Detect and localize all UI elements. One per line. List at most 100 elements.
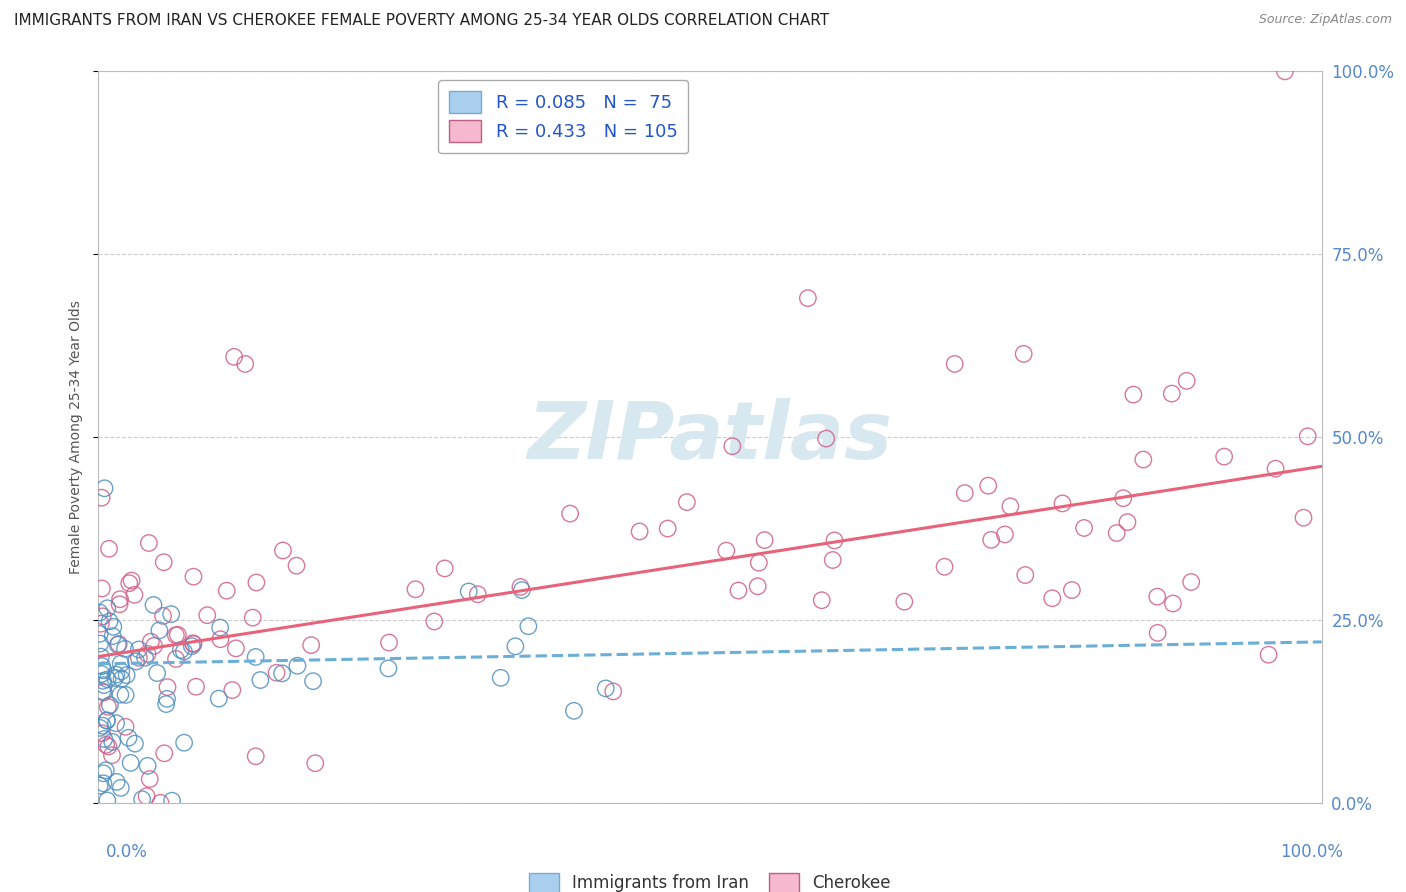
- Point: [249, 673, 271, 687]
- Point: [142, 598, 165, 612]
- Point: [107, 638, 129, 652]
- Point: [602, 684, 624, 698]
- Point: [517, 619, 540, 633]
- Point: [98, 615, 121, 629]
- Point: [304, 756, 326, 771]
- Point: [1257, 648, 1279, 662]
- Point: [183, 637, 205, 651]
- Point: [266, 665, 288, 680]
- Text: Source: ZipAtlas.com: Source: ZipAtlas.com: [1258, 13, 1392, 27]
- Point: [404, 582, 426, 597]
- Point: [209, 621, 232, 635]
- Point: [166, 628, 188, 642]
- Point: [90, 649, 112, 664]
- Point: [754, 533, 776, 547]
- Point: [124, 737, 146, 751]
- Point: [160, 794, 183, 808]
- Point: [1274, 64, 1296, 78]
- Point: [97, 699, 120, 714]
- Point: [225, 641, 247, 656]
- Point: [215, 583, 238, 598]
- Text: ZIPatlas: ZIPatlas: [527, 398, 893, 476]
- Point: [110, 780, 132, 795]
- Point: [115, 668, 138, 682]
- Point: [821, 553, 844, 567]
- Point: [748, 556, 770, 570]
- Point: [209, 632, 232, 647]
- Text: 0.0%: 0.0%: [105, 843, 148, 861]
- Point: [118, 576, 141, 591]
- Point: [149, 796, 172, 810]
- Point: [170, 643, 193, 657]
- Point: [91, 659, 114, 673]
- Point: [457, 584, 479, 599]
- Y-axis label: Female Poverty Among 25-34 Year Olds: Female Poverty Among 25-34 Year Olds: [69, 300, 83, 574]
- Point: [101, 629, 124, 643]
- Point: [1014, 568, 1036, 582]
- Point: [595, 681, 617, 696]
- Point: [128, 642, 150, 657]
- Point: [96, 793, 118, 807]
- Point: [93, 481, 115, 495]
- Point: [980, 533, 1002, 547]
- Point: [1296, 429, 1319, 443]
- Point: [97, 739, 120, 754]
- Point: [146, 666, 169, 681]
- Point: [893, 595, 915, 609]
- Point: [148, 624, 170, 638]
- Point: [1160, 386, 1182, 401]
- Point: [131, 792, 153, 806]
- Point: [562, 704, 585, 718]
- Point: [208, 691, 231, 706]
- Point: [433, 561, 456, 575]
- Point: [156, 691, 179, 706]
- Point: [152, 608, 174, 623]
- Point: [1146, 626, 1168, 640]
- Point: [1292, 510, 1315, 524]
- Point: [90, 616, 112, 631]
- Point: [245, 649, 267, 664]
- Point: [93, 663, 115, 677]
- Point: [676, 495, 699, 509]
- Point: [105, 775, 128, 789]
- Text: 100.0%: 100.0%: [1279, 843, 1343, 861]
- Point: [98, 698, 121, 712]
- Point: [153, 746, 176, 760]
- Point: [94, 764, 117, 778]
- Point: [103, 620, 125, 634]
- Point: [727, 583, 749, 598]
- Point: [628, 524, 651, 539]
- Point: [96, 673, 118, 687]
- Point: [934, 559, 956, 574]
- Point: [815, 432, 838, 446]
- Point: [156, 680, 179, 694]
- Point: [657, 522, 679, 536]
- Point: [224, 350, 246, 364]
- Point: [114, 688, 136, 702]
- Point: [180, 639, 202, 653]
- Point: [943, 357, 966, 371]
- Point: [89, 627, 111, 641]
- Point: [1012, 347, 1035, 361]
- Point: [143, 639, 166, 653]
- Point: [797, 291, 820, 305]
- Point: [977, 478, 1000, 492]
- Point: [510, 583, 533, 598]
- Point: [110, 672, 132, 686]
- Point: [1175, 374, 1198, 388]
- Point: [1122, 387, 1144, 401]
- Point: [96, 714, 118, 728]
- Point: [135, 789, 157, 804]
- Point: [114, 720, 136, 734]
- Point: [302, 674, 325, 689]
- Point: [824, 533, 846, 548]
- Point: [128, 650, 150, 665]
- Point: [90, 582, 112, 596]
- Point: [184, 680, 207, 694]
- Point: [1146, 590, 1168, 604]
- Point: [1112, 491, 1135, 506]
- Point: [93, 685, 115, 699]
- Point: [721, 439, 744, 453]
- Point: [110, 665, 132, 679]
- Point: [1180, 574, 1202, 589]
